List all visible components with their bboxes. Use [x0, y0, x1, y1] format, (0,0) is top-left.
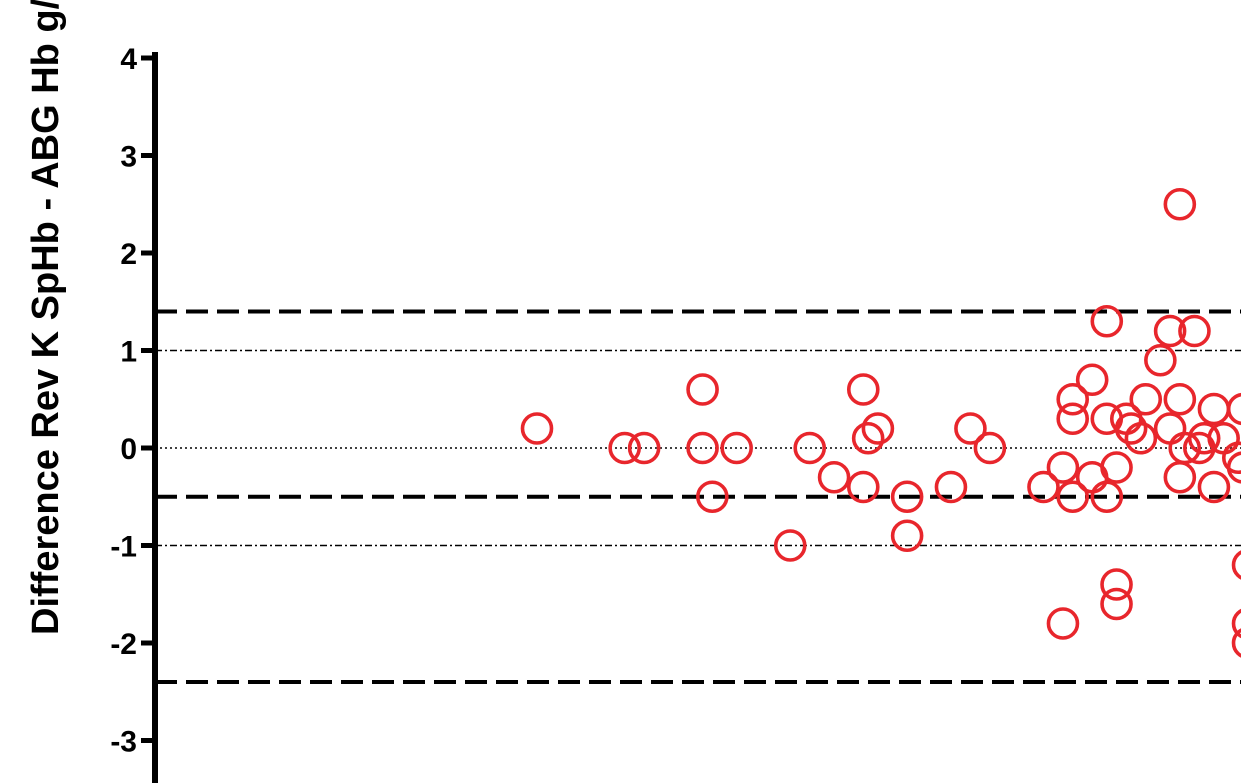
data-point-54	[1231, 608, 1241, 639]
y-tick-label-1: 3	[120, 141, 137, 174]
data-point-55	[1231, 628, 1241, 658]
data-point-40	[1163, 187, 1197, 221]
data-point-23	[1056, 402, 1089, 436]
data-point-14	[890, 480, 924, 514]
data-point-4	[686, 431, 719, 465]
data-point-13	[861, 412, 895, 445]
data-points-layer	[520, 187, 1241, 658]
data-point-31	[1100, 568, 1133, 601]
data-point-42	[1163, 460, 1197, 494]
data-point-50	[1221, 441, 1241, 475]
data-point-32	[1100, 587, 1133, 621]
data-point-39	[1153, 412, 1187, 445]
data-point-27	[1090, 304, 1124, 338]
data-point-3	[686, 373, 719, 406]
data-point-18	[973, 431, 1007, 465]
data-point-5	[696, 480, 729, 514]
data-point-2	[627, 431, 661, 465]
data-point-17	[954, 412, 987, 445]
data-point-25	[1075, 363, 1109, 397]
data-point-36	[1129, 382, 1163, 416]
data-point-19	[1027, 470, 1060, 504]
y-tick-label-7: -3	[110, 726, 137, 759]
data-point-22	[1056, 382, 1089, 416]
y-tick-label-6: -2	[110, 628, 137, 661]
data-point-44	[1178, 314, 1211, 348]
data-point-11	[846, 470, 880, 504]
data-point-1	[608, 431, 641, 465]
y-tick-label-2: 2	[120, 238, 137, 271]
data-point-41	[1163, 382, 1197, 416]
data-point-52	[1226, 451, 1241, 484]
data-point-24	[1056, 480, 1089, 514]
data-point-34	[1114, 412, 1148, 445]
data-point-9	[817, 460, 851, 494]
data-point-51	[1226, 392, 1241, 426]
data-point-48	[1197, 470, 1231, 504]
data-point-47	[1197, 392, 1231, 426]
data-point-0	[520, 412, 554, 445]
y-tick-label-3: 1	[120, 336, 137, 369]
data-point-35	[1124, 421, 1158, 455]
data-point-6	[720, 431, 753, 465]
data-point-49	[1207, 421, 1240, 455]
data-point-20	[1046, 451, 1080, 484]
data-point-29	[1090, 480, 1124, 514]
data-point-10	[846, 373, 880, 406]
data-point-53	[1231, 550, 1241, 580]
y-tick-label-5: -1	[110, 531, 137, 564]
data-point-30	[1100, 451, 1133, 484]
data-point-7	[773, 529, 807, 562]
data-point-12	[851, 421, 885, 455]
y-tick-label-0: 4	[120, 43, 137, 76]
y-axis-title: Difference Rev K SpHb - ABG Hb g/dl	[25, 0, 67, 635]
data-point-15	[890, 519, 924, 553]
data-point-46	[1187, 421, 1221, 455]
data-point-43	[1168, 431, 1202, 465]
data-point-16	[934, 470, 968, 504]
y-tick-label-4: 0	[120, 433, 137, 466]
data-point-37	[1144, 343, 1177, 377]
data-point-8	[793, 431, 827, 465]
data-point-38	[1153, 314, 1187, 348]
data-point-21	[1046, 607, 1080, 640]
y-axis: 4 3 2 1 0 -1 -2 -3	[110, 43, 158, 783]
